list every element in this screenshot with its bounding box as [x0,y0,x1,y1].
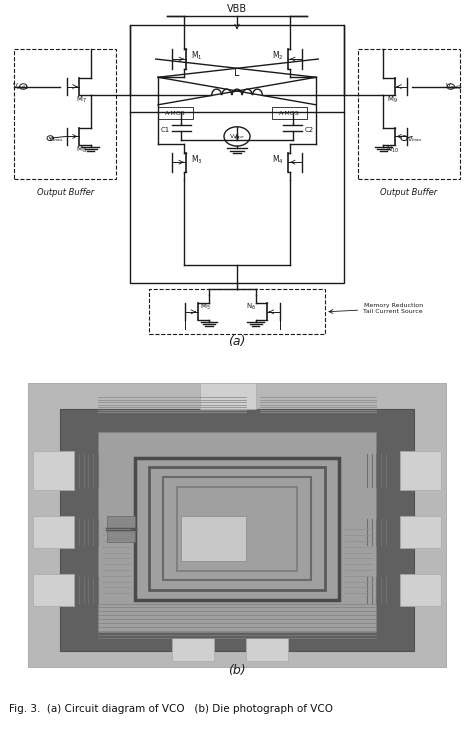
Text: V$_{out1}$: V$_{out1}$ [12,82,29,91]
Bar [107,516,135,542]
Bar [135,458,339,600]
Bar [33,516,74,548]
Bar [98,432,376,632]
Text: C2: C2 [304,126,313,132]
Text: Fig. 3.  (a) Circuit diagram of VCO   (b) Die photograph of VCO: Fig. 3. (a) Circuit diagram of VCO (b) D… [9,704,333,714]
Text: M$_1$: M$_1$ [191,50,202,62]
Bar [61,409,413,652]
Text: N$_{10}$: N$_{10}$ [386,145,399,155]
Text: (a): (a) [228,335,246,348]
Text: V$_{tune}$: V$_{tune}$ [229,132,245,141]
Text: M$_9$: M$_9$ [387,95,398,106]
Text: V$_{bias}$: V$_{bias}$ [48,135,64,144]
Bar [163,477,311,580]
Bar [28,383,446,667]
Text: M$_8$: M$_8$ [76,145,87,155]
Bar [400,516,441,548]
Bar [358,49,460,179]
Bar [130,25,344,282]
Bar [33,574,74,606]
Text: M$_5$: M$_5$ [200,302,210,313]
Text: A-MOS: A-MOS [165,111,186,115]
Text: V$_{bias}$: V$_{bias}$ [407,135,422,144]
Bar [400,451,441,490]
Text: M$_4$: M$_4$ [272,153,283,166]
Text: M$_3$: M$_3$ [191,153,202,166]
Text: VBB: VBB [227,4,247,14]
Bar [149,290,325,334]
Bar [181,516,246,561]
Bar [200,383,255,409]
Bar [177,487,297,571]
Text: (b): (b) [228,664,246,677]
Text: A-MOS: A-MOS [279,111,300,115]
Text: C1: C1 [160,126,170,132]
Bar [149,467,325,590]
Bar [172,638,214,661]
Text: Output Buffer: Output Buffer [36,188,94,197]
Bar [158,107,193,119]
Text: M$_7$: M$_7$ [76,95,87,106]
Text: M$_2$: M$_2$ [272,50,283,62]
Text: Output Buffer: Output Buffer [380,188,438,197]
Text: L: L [234,68,240,78]
Bar [33,451,74,490]
Text: Memory Reduction
Tail Current Source: Memory Reduction Tail Current Source [329,303,423,314]
Text: V$_{out2}$: V$_{out2}$ [445,82,462,91]
Text: N$_6$: N$_6$ [246,302,256,313]
Bar [272,107,307,119]
Bar [400,574,441,606]
Bar [14,49,116,179]
Bar [246,638,288,661]
